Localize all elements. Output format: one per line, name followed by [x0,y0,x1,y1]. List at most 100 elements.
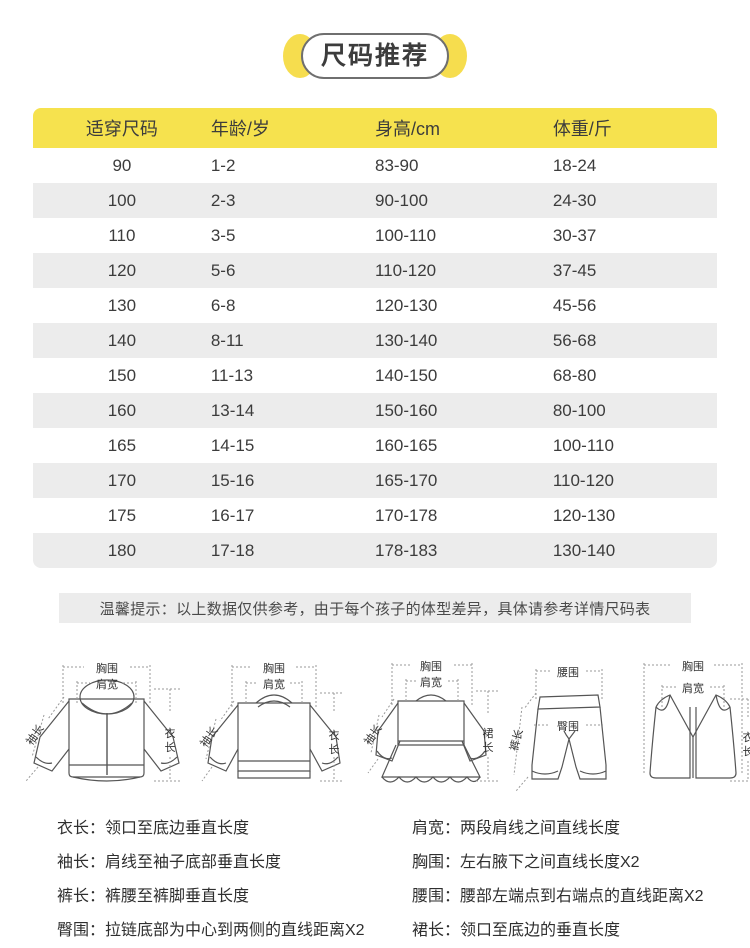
table-cell: 3-5 [211,218,375,253]
table-cell: 165 [33,428,211,463]
table-cell: 45-56 [553,288,717,323]
table-cell: 15-16 [211,463,375,498]
table-cell: 150-160 [375,393,553,428]
table-cell: 110-120 [553,463,717,498]
table-cell: 165-170 [375,463,553,498]
table-cell: 17-18 [211,533,375,568]
label-waist: 腰围 [557,666,579,679]
table-cell: 13-14 [211,393,375,428]
page-title-area: 尺码推荐 [0,33,750,79]
warm-tip-band: 温馨提示：以上数据仅供参考，由于每个孩子的体型差异，具体请参考详情尺码表 [59,593,691,623]
legend-item-left: 臀围：拉链底部为中心到两侧的直线距离X2 [57,914,412,948]
table-cell: 37-45 [553,253,717,288]
table-cell: 18-24 [553,148,717,183]
table-cell: 120-130 [375,288,553,323]
label-length: 衣 [165,726,176,740]
table-cell: 83-90 [375,148,553,183]
table-cell: 100 [33,183,211,218]
diagram-vest: 胸围 肩宽 衣 长 [630,645,750,795]
label-shoulder: 肩宽 [96,677,118,691]
pants-icon: 腰围 臀围 裤长 [506,645,630,795]
table-cell: 130-140 [375,323,553,358]
measurement-diagrams: 胸围 肩宽 衣 长 袖长 [22,645,732,795]
zip-jacket-icon: 胸围 肩宽 衣 长 袖长 [22,645,194,795]
size-recommend-badge: 尺码推荐 [283,33,467,79]
table-cell: 178-183 [375,533,553,568]
column-header-size: 适穿尺码 [33,108,211,148]
diagram-zip-jacket: 胸围 肩宽 衣 长 袖长 [22,645,194,795]
table-cell: 140-150 [375,358,553,393]
label-length-2: 长 [743,745,750,758]
table-cell: 100-110 [553,428,717,463]
table-cell: 110 [33,218,211,253]
table-cell: 170-178 [375,498,553,533]
label-chest: 胸围 [263,661,285,675]
table-cell: 5-6 [211,253,375,288]
measurement-legend: 衣长：领口至底边垂直长度肩宽：两段肩线之间直线长度袖长：肩线至袖子底部垂直长度胸… [57,812,717,948]
label-chest: 胸围 [420,659,442,673]
table-cell: 175 [33,498,211,533]
label-sleeve: 袖长 [197,724,221,750]
diagram-pants: 腰围 臀围 裤长 [506,645,630,795]
table-cell: 24-30 [553,183,717,218]
legend-item-left: 裤长：裤腰至裤脚垂直长度 [57,880,412,914]
table-cell: 56-68 [553,323,717,358]
table-cell: 90-100 [375,183,553,218]
table-cell: 160 [33,393,211,428]
table-header-row: 适穿尺码 年龄/岁 身高/cm 体重/斤 [33,108,717,148]
label-shoulder: 肩宽 [420,675,442,689]
legend-item-right: 肩宽：两段肩线之间直线长度 [412,812,717,846]
label-chest: 胸围 [96,661,118,675]
table-cell: 1-2 [211,148,375,183]
legend-item-left: 衣长：领口至底边垂直长度 [57,812,412,846]
legend-item-right: 腰围：腰部左端点到右端点的直线距离X2 [412,880,717,914]
table-cell: 68-80 [553,358,717,393]
table-cell: 170 [33,463,211,498]
column-header-height: 身高/cm [375,108,553,148]
label-chest: 胸围 [682,659,704,673]
table-cell: 120-130 [553,498,717,533]
table-cell: 30-37 [553,218,717,253]
diagram-dress: 胸围 肩宽 裙 长 袖长 [354,645,506,795]
table-cell: 180 [33,533,211,568]
page-title: 尺码推荐 [321,35,429,77]
label-pant-length: 裤长 [507,728,526,753]
table-cell: 150 [33,358,211,393]
table-cell: 130 [33,288,211,323]
label-length: 衣 [329,728,340,742]
label-hip: 臀围 [557,720,579,733]
sweatshirt-icon: 胸围 肩宽 衣 长 袖长 [194,645,354,795]
diagram-sweatshirt: 胸围 肩宽 衣 长 袖长 [194,645,354,795]
table-cell: 130-140 [553,533,717,568]
label-skirt-length-2: 长 [483,741,494,754]
label-length-2: 长 [165,741,176,754]
warm-tip-text: 温馨提示：以上数据仅供参考，由于每个孩子的体型差异，具体请参考详情尺码表 [100,598,651,619]
table-cell: 160-165 [375,428,553,463]
label-skirt-length: 裙 [483,727,494,740]
legend-item-right: 胸围：左右腋下之间直线长度X2 [412,846,717,880]
table-cell: 90 [33,148,211,183]
column-header-weight: 体重/斤 [553,108,717,148]
table-cell: 11-13 [211,358,375,393]
table-cell: 14-15 [211,428,375,463]
table-cell: 2-3 [211,183,375,218]
label-shoulder: 肩宽 [682,681,704,695]
size-table-header: 适穿尺码 年龄/岁 身高/cm 体重/斤 [33,108,717,148]
dress-icon: 胸围 肩宽 裙 长 袖长 [354,645,506,795]
table-cell: 110-120 [375,253,553,288]
table-cell: 80-100 [553,393,717,428]
